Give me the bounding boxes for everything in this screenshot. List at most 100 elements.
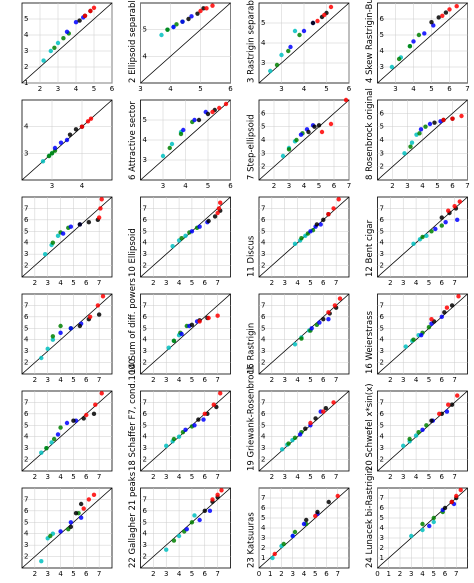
y-tick-label: 5 (261, 514, 265, 522)
x-tick-label: 0 (257, 570, 261, 578)
x-tick-label: 2 (33, 473, 37, 481)
y-tick-label: 5 (380, 324, 384, 332)
x-tick-label: 2 (272, 182, 276, 190)
data-point (326, 211, 331, 217)
y-tick-label: 2 (24, 359, 28, 367)
x-tick-label: 6 (203, 570, 208, 578)
y-tick-label: 3 (380, 347, 384, 355)
data-point (308, 420, 313, 426)
data-point (44, 445, 49, 451)
x-tick-label: 0 (375, 570, 379, 578)
data-point (432, 120, 437, 125)
subplot-title: 20 Schwefel x*sin(x) (365, 383, 375, 471)
data-point (77, 18, 82, 23)
data-point (178, 131, 184, 137)
x-tick-label: 6 (110, 85, 115, 93)
data-point (292, 28, 298, 34)
data-point (78, 501, 84, 507)
x-tick-label: 2 (33, 570, 37, 578)
data-point (40, 159, 46, 164)
data-point (197, 224, 202, 229)
data-point (196, 117, 202, 123)
y-tick-label: 6 (261, 410, 266, 418)
x-tick-label: 7 (97, 473, 101, 481)
x-tick-label: 7 (97, 570, 101, 578)
x-tick-label: 6 (203, 473, 208, 481)
y-tick-label: 3 (261, 250, 265, 258)
y-tick-label: 4 (261, 39, 266, 47)
data-point (272, 551, 277, 557)
data-point (91, 492, 97, 498)
x-tick-label: 6 (332, 182, 337, 190)
data-point (223, 101, 229, 107)
data-point (310, 20, 316, 26)
data-point (204, 6, 209, 11)
y-tick-label: 3 (143, 250, 147, 258)
data-point (207, 508, 213, 514)
x-tick-label: 7 (347, 182, 351, 190)
data-point (81, 506, 86, 511)
data-point (73, 20, 79, 25)
x-tick-label: 7 (465, 85, 469, 93)
x-tick-label: 7 (97, 279, 101, 287)
data-point (429, 316, 434, 322)
x-tick-label: 4 (58, 279, 63, 287)
y-tick-label: 6 (261, 216, 266, 224)
data-point (58, 323, 63, 329)
y-tick-label: 5 (24, 227, 28, 235)
y-tick-label: 6 (261, 313, 266, 321)
data-point (326, 310, 331, 315)
data-point (167, 145, 172, 151)
data-point (321, 217, 326, 223)
y-tick-label: 5 (143, 518, 147, 526)
y-tick-label: 7 (24, 398, 28, 406)
x-tick-label: 5 (324, 85, 328, 93)
data-point (298, 132, 304, 137)
x-tick-label: 5 (427, 279, 431, 287)
y-tick-label: 5 (261, 324, 265, 332)
data-point (192, 423, 197, 428)
data-point (81, 416, 86, 421)
y-tick-label: 4 (261, 336, 266, 344)
x-tick-label: 4 (58, 376, 63, 384)
data-point (218, 391, 223, 396)
x-tick-label: 2 (270, 473, 274, 481)
x-tick-label: 3 (401, 279, 405, 287)
data-point (286, 147, 292, 152)
data-point (449, 402, 455, 407)
y-tick-label: 4 (261, 433, 266, 441)
data-point (454, 493, 459, 499)
y-tick-label: 2 (380, 359, 384, 367)
x-tick-label: 6 (440, 376, 445, 384)
data-point (424, 423, 429, 428)
data-point (205, 111, 211, 117)
y-tick-label: 6 (24, 216, 29, 224)
y-tick-label: 5 (261, 123, 265, 131)
subplot-title: 2 Ellipsoid separable (128, 0, 138, 83)
x-tick-label: 4 (74, 85, 79, 93)
subplot: 3 4 5 6 7 3 4 5 6 4 Skew Rastrigin-Bueche (365, 0, 470, 93)
x-tick-label: 6 (440, 473, 445, 481)
y-tick-label: 2 (261, 456, 265, 464)
data-point (439, 215, 444, 220)
data-point (335, 493, 340, 499)
y-tick-label: 3 (380, 534, 384, 542)
y-tick-label: 7 (261, 494, 265, 502)
x-tick-label: 6 (450, 182, 455, 190)
y-tick-label: 2 (380, 544, 384, 552)
x-tick-label: 2 (388, 279, 392, 287)
y-tick-label: 5 (143, 324, 147, 332)
y-tick-label: 6 (143, 507, 148, 515)
diagonal (140, 2, 231, 84)
subplot-title: 4 Skew Rastrigin-Bueche (365, 0, 375, 83)
x-tick-label: 5 (190, 279, 194, 287)
data-point (99, 197, 104, 202)
data-point (85, 119, 91, 124)
y-tick-label: 4 (143, 336, 148, 344)
data-point (429, 229, 434, 234)
data-point (407, 436, 412, 442)
